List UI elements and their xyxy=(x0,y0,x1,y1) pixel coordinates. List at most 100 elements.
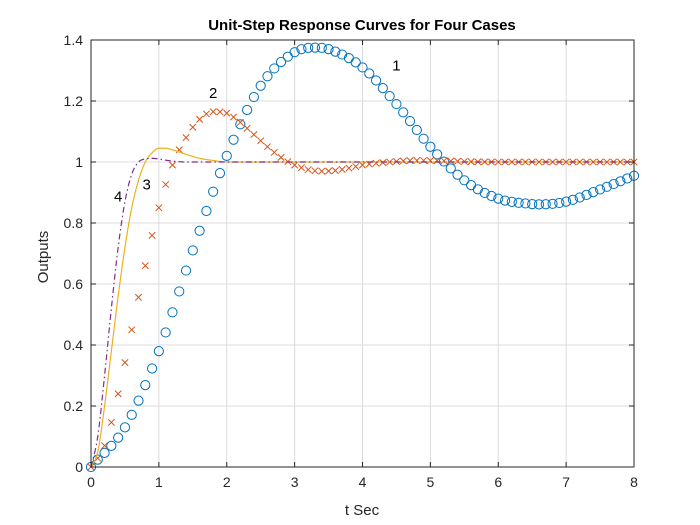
x-tick-label: 4 xyxy=(359,474,367,490)
series-2-point xyxy=(148,231,156,239)
series-2-point xyxy=(107,418,115,426)
series-2-point xyxy=(202,110,210,118)
series-1-point xyxy=(493,193,504,204)
series-1-point xyxy=(92,454,103,465)
x-tick-label: 7 xyxy=(562,474,570,490)
series-2-point xyxy=(243,124,251,132)
series-2-point xyxy=(372,159,380,167)
series-1-point xyxy=(187,245,198,256)
series-2-point xyxy=(358,161,367,169)
series-1-point xyxy=(533,199,545,210)
series-2-point xyxy=(413,156,421,165)
series-1-point xyxy=(119,422,131,433)
series-2-point xyxy=(134,293,143,301)
series-1-point xyxy=(133,395,144,406)
series-1-point xyxy=(459,175,470,186)
series-1-point xyxy=(208,186,219,197)
series-1-point xyxy=(180,265,192,276)
series-1-point xyxy=(520,198,531,209)
grid xyxy=(91,40,634,467)
series-1-point xyxy=(608,178,619,190)
series-2-point xyxy=(114,390,122,398)
series-2-point xyxy=(453,157,462,165)
series-layer xyxy=(85,42,640,473)
series-2-point xyxy=(447,157,455,165)
series-2-point xyxy=(101,442,109,450)
series-1-point xyxy=(567,194,579,205)
y-tick-label: 1.2 xyxy=(64,93,84,109)
curve-label-1: 1 xyxy=(392,58,400,75)
series-2-point xyxy=(196,115,204,123)
series-1-point xyxy=(282,51,293,62)
series-2-point xyxy=(331,166,339,175)
series-2-point xyxy=(270,148,278,156)
series-1-point xyxy=(404,116,416,127)
series-1-point xyxy=(472,184,483,195)
series-1-point xyxy=(513,197,524,208)
y-tick-label: 0 xyxy=(75,459,83,475)
series-1-point xyxy=(601,181,612,192)
series-1-point xyxy=(140,380,151,391)
series-2-point xyxy=(304,166,312,174)
x-tick-label: 1 xyxy=(155,474,163,490)
series-2-point xyxy=(325,167,333,175)
series-1-point xyxy=(201,205,212,217)
series-2-point xyxy=(209,108,217,116)
series-1-point xyxy=(574,192,585,203)
series-1-point xyxy=(527,198,538,210)
series-2-point xyxy=(216,108,224,116)
series-1-point xyxy=(452,169,463,180)
series-1-point xyxy=(432,149,443,160)
series-1-point xyxy=(235,119,246,130)
series-2-point xyxy=(236,118,244,126)
series-1-point xyxy=(221,150,232,161)
series-1-point xyxy=(581,189,592,200)
series-1-point xyxy=(296,44,307,55)
series-1-point xyxy=(377,82,388,94)
series-1-point xyxy=(547,198,558,209)
series-1-point xyxy=(194,225,205,236)
series-1-point xyxy=(316,42,327,53)
series-1-point xyxy=(486,190,497,202)
series-1-point xyxy=(262,71,273,82)
annotations: 1 2 3 4 xyxy=(114,58,401,206)
series-1-point xyxy=(99,447,110,458)
y-tick-label: 0.4 xyxy=(64,337,84,353)
series-2-point xyxy=(257,137,265,145)
x-tick-label: 5 xyxy=(426,474,434,490)
series-1-point xyxy=(242,104,253,116)
x-tick-label: 6 xyxy=(494,474,502,490)
series-1-point xyxy=(499,195,511,206)
series-1-point xyxy=(337,49,348,60)
series-1-point xyxy=(106,440,117,451)
y-tick-label: 0.8 xyxy=(64,215,84,231)
curve-label-3: 3 xyxy=(142,176,150,193)
series-1-point xyxy=(588,187,599,198)
series-1-point xyxy=(275,56,287,68)
series-1-point xyxy=(146,363,158,374)
curve-label-4: 4 xyxy=(114,189,122,206)
series-1-point xyxy=(350,57,361,68)
series-1-point xyxy=(248,91,259,103)
series-2-point xyxy=(345,164,353,172)
series-1-point xyxy=(174,286,185,297)
series-1-point xyxy=(479,187,490,199)
series-2-point xyxy=(175,146,183,154)
series-1-point xyxy=(411,124,422,136)
curve-label-2: 2 xyxy=(209,85,217,102)
series-2-point xyxy=(121,358,129,367)
chart-title: Unit-Step Response Curves for Four Cases xyxy=(208,17,516,34)
series-2-point xyxy=(263,143,272,151)
series-2-point xyxy=(182,134,190,142)
series-1-point xyxy=(303,42,314,53)
y-tick-label: 1 xyxy=(75,154,83,170)
series-1-point xyxy=(622,173,633,184)
series-4-line xyxy=(90,157,634,468)
series-1-point xyxy=(466,180,477,191)
series-2-point xyxy=(297,164,305,172)
ticks: 0 1 2 3 4 5 6 7 8 0 0.2 0.4 0.6 0.8 1 1.2 1.4 xyxy=(64,32,639,490)
series-2-point xyxy=(189,123,197,131)
series-1-point xyxy=(615,176,626,187)
series-1-point xyxy=(330,46,341,57)
series-2 xyxy=(87,108,638,471)
